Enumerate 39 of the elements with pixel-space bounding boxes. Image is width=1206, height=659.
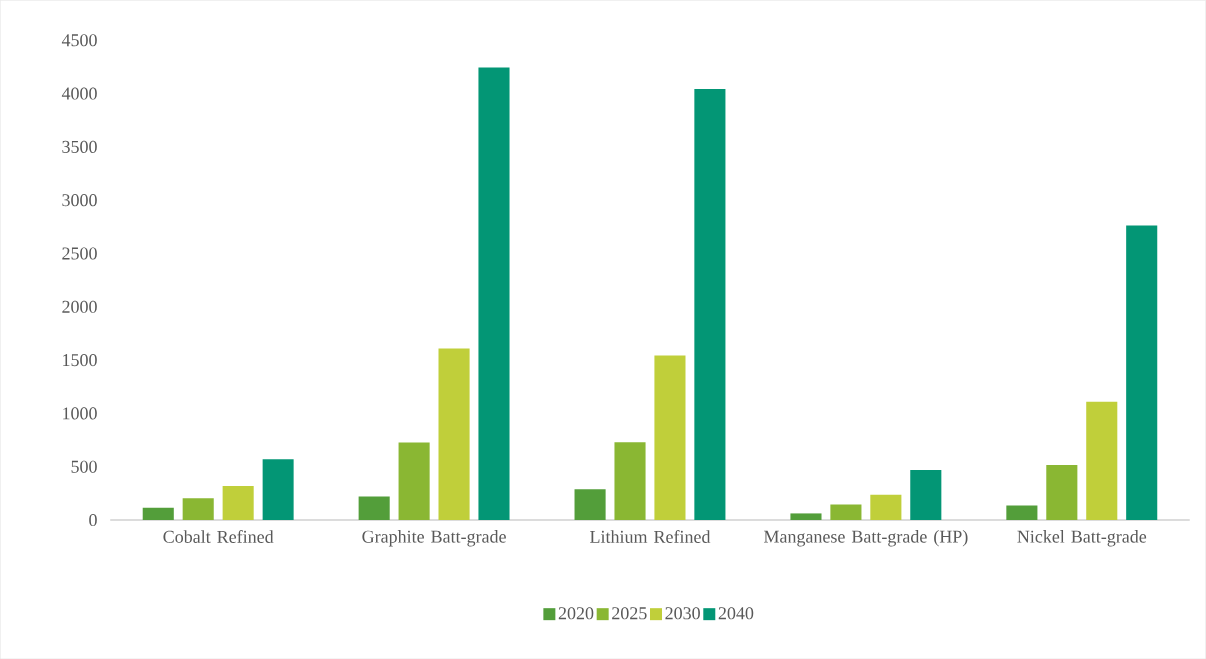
bar <box>478 67 510 520</box>
bar <box>358 496 390 520</box>
bar <box>1086 401 1118 520</box>
bar <box>182 498 214 520</box>
x-tick-label: Nickel Batt-grade <box>1017 529 1147 547</box>
x-tick-label: Cobalt Refined <box>163 529 274 543</box>
y-tick-label: 0 <box>89 513 97 526</box>
bar <box>830 504 862 520</box>
bar <box>262 459 294 520</box>
bar <box>574 489 606 520</box>
bar <box>1006 505 1038 520</box>
bar <box>222 485 254 520</box>
legend-label: 2040 <box>718 607 754 620</box>
bar <box>654 355 686 520</box>
legend-label: 2030 <box>665 607 700 620</box>
bar <box>438 348 470 520</box>
bar <box>142 507 174 520</box>
y-tick-label: 3000 <box>62 193 97 207</box>
y-tick-label: 2000 <box>62 300 97 313</box>
y-tick-label: 3500 <box>62 140 97 153</box>
legend-label: 2025 <box>612 607 647 620</box>
bar <box>910 469 942 520</box>
y-tick-label: 4000 <box>61 87 97 100</box>
y-tick-label: 1000 <box>63 407 97 420</box>
y-tick-label: 4500 <box>61 34 97 47</box>
bar <box>694 88 726 520</box>
legend-label: 2020 <box>558 607 594 620</box>
bar <box>614 442 646 520</box>
x-tick-label: Manganese Batt-grade (HP) <box>763 529 968 547</box>
bar <box>870 494 902 520</box>
y-tick-label: 2500 <box>62 247 97 260</box>
bar <box>1126 225 1158 520</box>
bar <box>1046 464 1078 520</box>
x-tick-label: Graphite Batt-grade <box>362 529 506 547</box>
bar <box>398 442 430 520</box>
y-tick-label: 1500 <box>63 353 97 367</box>
y-tick-label: 500 <box>71 460 97 473</box>
bar <box>790 513 822 520</box>
x-tick-label: Lithium Refined <box>590 529 711 543</box>
